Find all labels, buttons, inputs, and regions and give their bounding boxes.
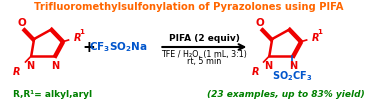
Text: $\mathbf{SO_2CF_3}$: $\mathbf{SO_2CF_3}$ (272, 69, 313, 83)
Text: N: N (264, 61, 273, 71)
Text: O: O (256, 18, 264, 28)
Text: (23 examples, up to 83% yield): (23 examples, up to 83% yield) (207, 90, 365, 99)
Text: N: N (289, 61, 297, 71)
Text: $\mathbf{CF_3SO_2Na}$: $\mathbf{CF_3SO_2Na}$ (89, 40, 148, 54)
Text: Trifluoromethylsulfonylation of Pyrazolones using PIFA: Trifluoromethylsulfonylation of Pyrazolo… (34, 2, 344, 12)
Text: TFE / H₂O, (1 mL, 3:1): TFE / H₂O, (1 mL, 3:1) (161, 50, 247, 59)
Text: N: N (26, 61, 34, 71)
Text: N: N (51, 61, 59, 71)
Text: R,R¹= alkyl,aryl: R,R¹= alkyl,aryl (13, 90, 92, 99)
Text: PIFA (2 equiv): PIFA (2 equiv) (169, 34, 240, 43)
Text: R: R (73, 33, 81, 43)
Text: 1: 1 (317, 29, 322, 35)
Text: R: R (251, 67, 259, 77)
Text: +: + (82, 39, 95, 54)
Text: R: R (311, 33, 319, 43)
Text: O: O (17, 18, 26, 28)
Text: 1: 1 (79, 29, 84, 35)
Text: R: R (13, 67, 21, 77)
Text: rt, 5 min: rt, 5 min (187, 57, 222, 66)
